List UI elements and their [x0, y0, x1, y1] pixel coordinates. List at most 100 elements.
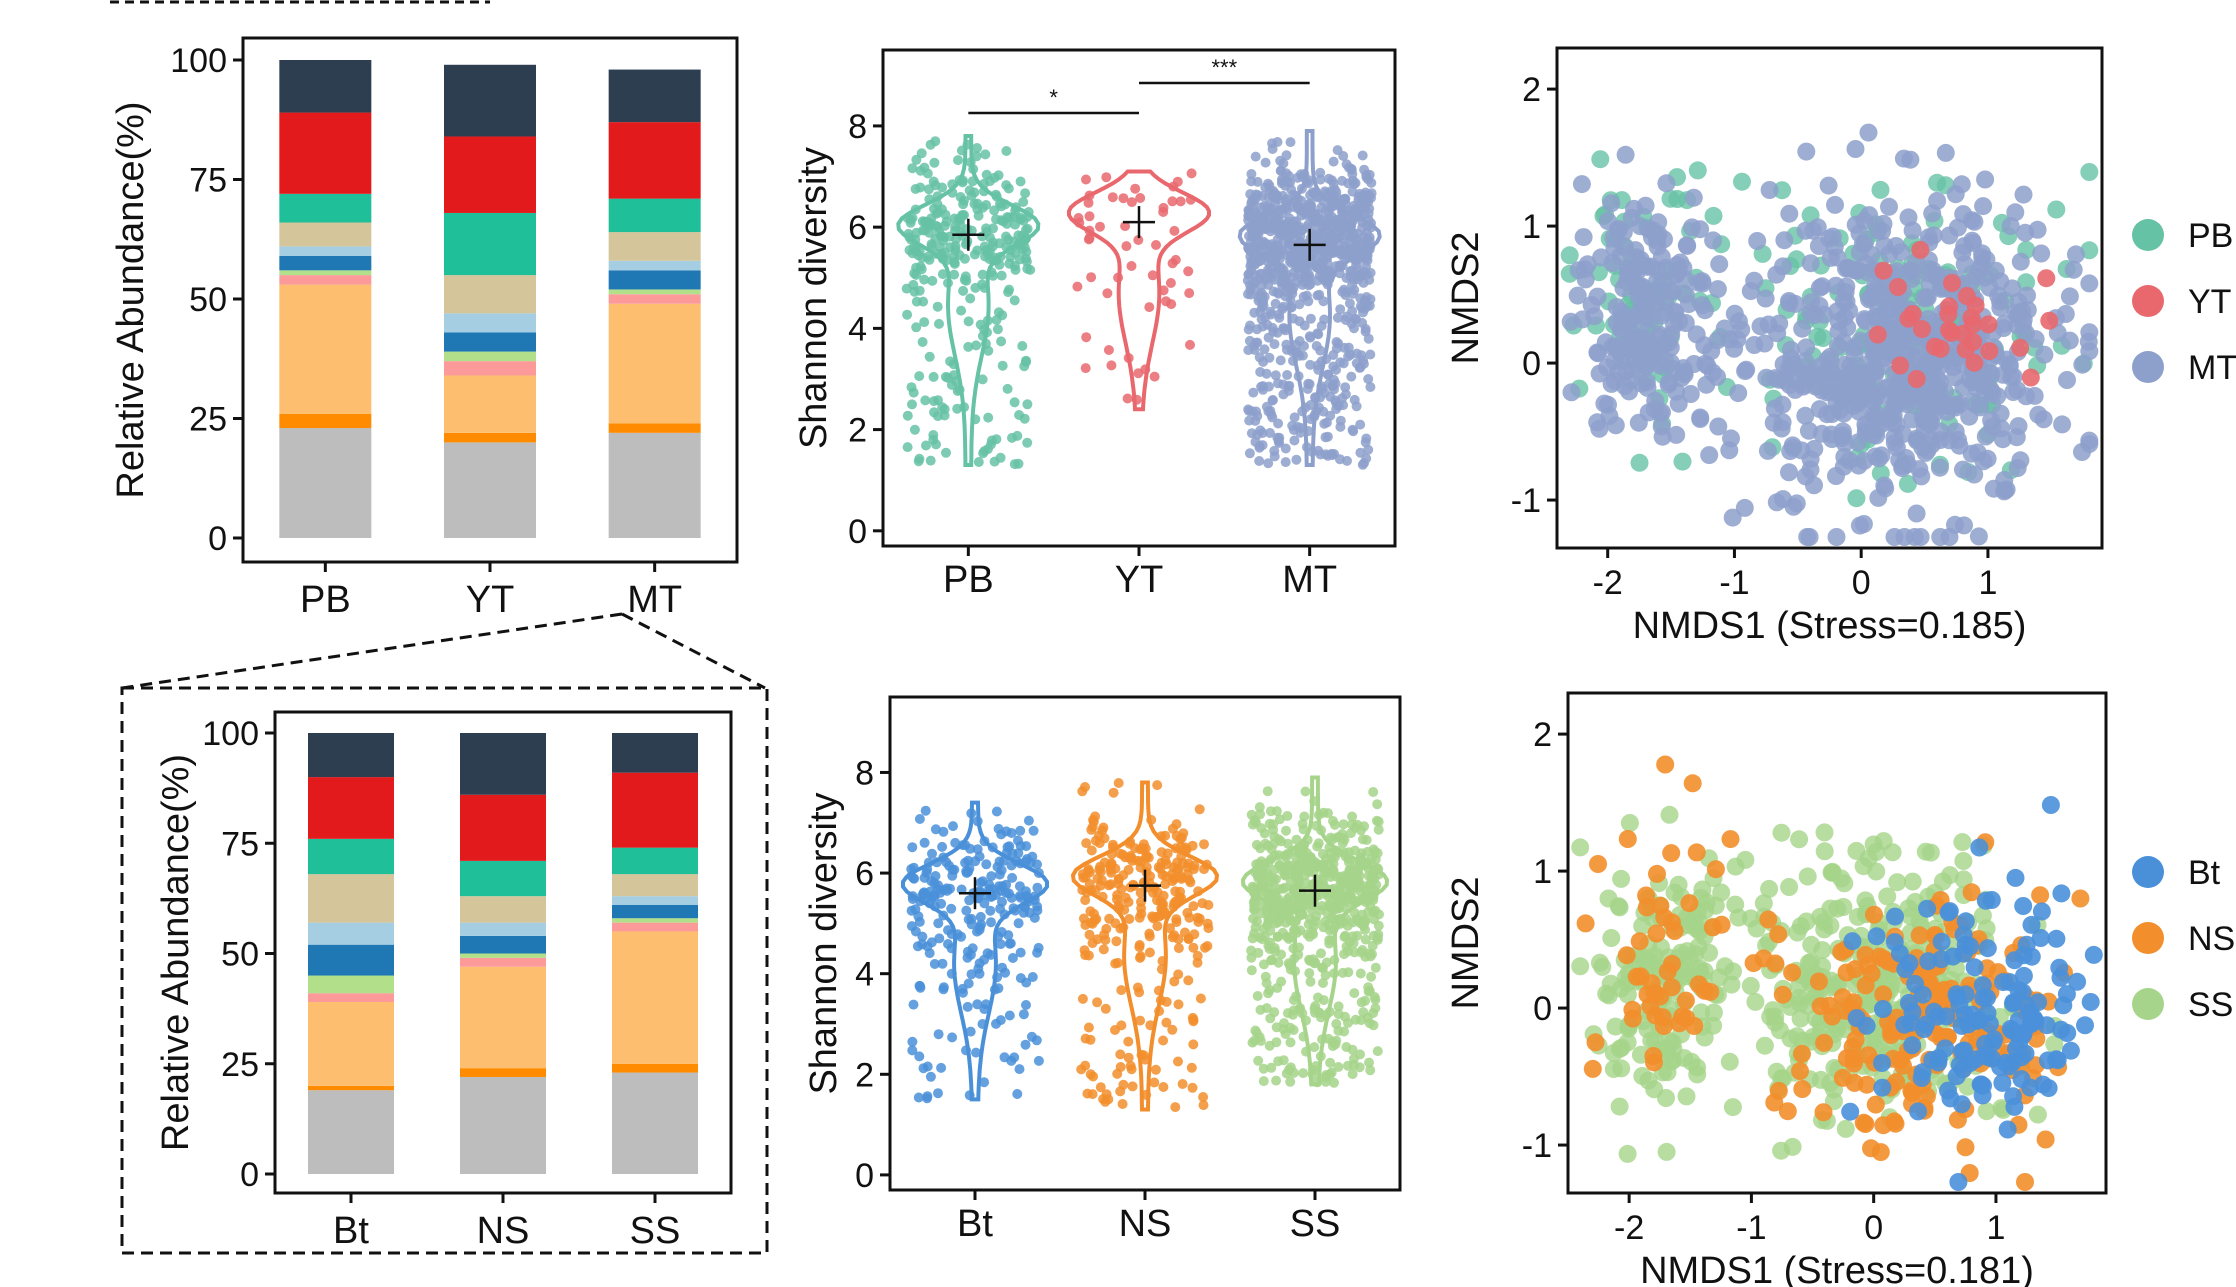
- data-point: [1115, 1086, 1126, 1097]
- bar-segment: [612, 772, 698, 848]
- data-point: [1244, 448, 1255, 459]
- y-tick-label: 8: [855, 754, 874, 792]
- data-point: [1183, 266, 1194, 277]
- data-point: [1123, 864, 1134, 875]
- data-point: [1361, 169, 1372, 180]
- data-point: [1827, 467, 1845, 485]
- x-tick-label: SS: [1290, 1203, 1341, 1245]
- data-point: [1793, 1044, 1811, 1063]
- data-point: [1887, 1073, 1906, 1092]
- data-point: [1359, 295, 1370, 306]
- data-point: [1152, 780, 1163, 791]
- data-point: [911, 262, 922, 273]
- data-point: [1015, 973, 1026, 984]
- plot-frame: [888, 695, 1402, 1192]
- data-point: [1117, 1099, 1128, 1109]
- data-point: [1078, 913, 1089, 924]
- data-point: [977, 876, 988, 887]
- data-point: [1780, 463, 1798, 482]
- data-point: [1009, 459, 1020, 470]
- data-point: [1148, 913, 1159, 924]
- data-point: [1607, 313, 1626, 332]
- data-point: [1568, 286, 1587, 305]
- data-point: [2032, 902, 2051, 921]
- data-point: [1793, 319, 1812, 338]
- bar-segment: [612, 931, 698, 1064]
- data-point: [927, 848, 937, 859]
- data-point: [1575, 260, 1594, 279]
- data-point: [1342, 455, 1352, 466]
- data-point: [1918, 288, 1937, 307]
- data-point: [902, 410, 913, 421]
- data-point: [1133, 235, 1144, 245]
- bar-segment: [612, 922, 698, 932]
- data-point: [1880, 197, 1898, 216]
- data-point: [1844, 1049, 1863, 1068]
- data-point: [2036, 1130, 2055, 1149]
- bar-segment: [608, 294, 701, 304]
- y-axis-label: Shannon diversity: [803, 792, 845, 1094]
- data-point: [1276, 209, 1287, 219]
- data-point: [1921, 843, 1940, 862]
- data-point: [2031, 929, 2050, 947]
- data-point: [922, 168, 933, 179]
- data-point: [1783, 1137, 1802, 1156]
- data-point: [1144, 947, 1155, 958]
- bar-segment: [608, 260, 701, 271]
- data-point: [1811, 1070, 1830, 1089]
- data-point: [1284, 1064, 1294, 1075]
- data-point: [980, 245, 991, 256]
- y-tick-label: 6: [855, 855, 874, 893]
- data-point: [1346, 828, 1356, 839]
- data-point: [1202, 918, 1213, 929]
- data-point: [1349, 988, 1360, 999]
- data-point: [988, 270, 999, 281]
- data-point: [1255, 1004, 1266, 1015]
- data-point: [1113, 874, 1124, 885]
- bar-segment: [308, 1002, 394, 1086]
- legend-marker: [2132, 351, 2164, 383]
- data-point: [1612, 869, 1631, 888]
- data-point: [1313, 329, 1324, 340]
- data-point: [1370, 854, 1381, 865]
- data-point: [996, 927, 1007, 937]
- data-point: [1263, 406, 1274, 417]
- data-point: [1902, 269, 1921, 288]
- data-point: [1328, 178, 1339, 189]
- data-point: [1268, 326, 1279, 337]
- data-point: [1937, 1007, 1956, 1026]
- data-point: [972, 999, 983, 1010]
- data-point: [1758, 441, 1777, 460]
- data-point: [1603, 254, 1622, 272]
- bar-segment: [608, 303, 701, 424]
- data-point: [990, 890, 1001, 900]
- data-point: [988, 223, 998, 234]
- data-point: [1098, 822, 1109, 833]
- data-point: [1318, 807, 1329, 818]
- data-point: [1919, 264, 1937, 283]
- data-point: [1846, 1030, 1865, 1049]
- data-point: [1704, 206, 1723, 225]
- data-point: [915, 981, 925, 991]
- data-point: [2008, 459, 2027, 477]
- data-point: [1862, 964, 1881, 983]
- data-point: [1939, 1081, 1957, 1100]
- bar-segment: [444, 136, 536, 213]
- data-point: [1005, 938, 1016, 949]
- data-point: [2080, 163, 2099, 181]
- data-point: [1767, 493, 1786, 512]
- data-point: [2028, 220, 2047, 239]
- data-point: [1979, 363, 1998, 382]
- x-axis-label: NMDS1 (Stress=0.181): [1640, 1250, 2034, 1287]
- data-point: [1655, 908, 1674, 927]
- data-point: [973, 963, 984, 974]
- data-point: [2035, 345, 2054, 364]
- legend-marker: [2132, 922, 2164, 954]
- data-point: [1801, 254, 1820, 273]
- data-point: [1355, 1049, 1365, 1060]
- data-point: [1364, 1057, 1374, 1068]
- bar-segment: [608, 432, 701, 538]
- significance-label: *: [1049, 85, 1058, 110]
- data-point: [1922, 435, 1941, 454]
